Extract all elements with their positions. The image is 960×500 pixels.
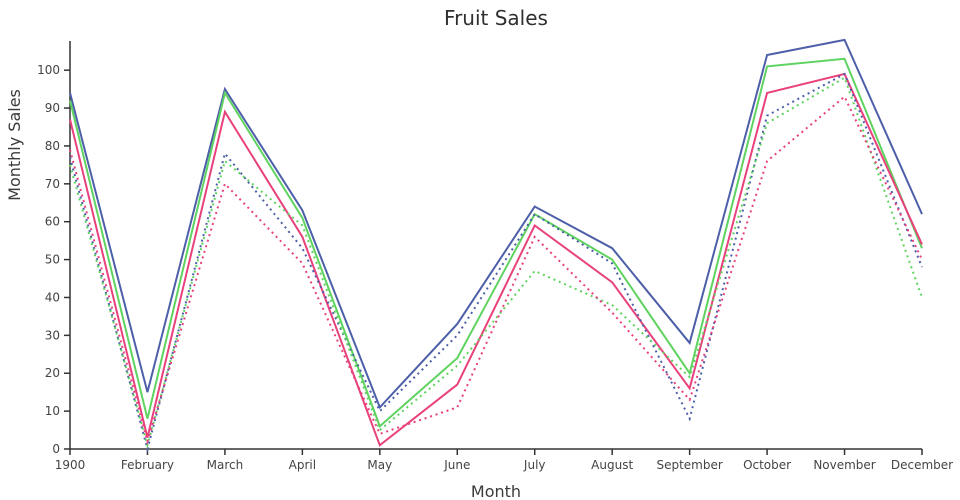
y-tick-label: 0 — [52, 442, 60, 456]
y-tick-label: 80 — [45, 139, 60, 153]
y-tick-label: 90 — [45, 101, 60, 115]
x-tick-label: November — [813, 458, 875, 472]
series-line-green-dotted — [69, 76, 923, 449]
x-tick-label: August — [591, 458, 633, 472]
y-tick-label: 50 — [45, 253, 60, 267]
y-tick-label: 10 — [45, 404, 60, 418]
series-line-green-solid — [69, 57, 923, 428]
series-line-pink-solid — [69, 72, 923, 447]
x-tick-label: September — [656, 458, 722, 472]
series-line-blue-dotted — [69, 72, 923, 453]
y-tick-label: 70 — [45, 177, 60, 191]
axis-lines — [69, 41, 922, 450]
y-tick-label: 60 — [45, 215, 60, 229]
y-tick-label: 30 — [45, 328, 60, 342]
x-tick-label: July — [523, 458, 546, 472]
y-tick-label: 100 — [37, 63, 60, 77]
chart-title: Fruit Sales — [444, 6, 548, 30]
x-tick-label: June — [443, 458, 470, 472]
x-tick-label: December — [891, 458, 953, 472]
x-tick-label: October — [743, 458, 791, 472]
series-line-pink-dotted — [69, 95, 923, 446]
y-tick-label: 40 — [45, 290, 60, 304]
x-tick-label: 1900 — [55, 458, 86, 472]
x-tick-label: February — [121, 458, 174, 472]
series-line-blue-solid — [69, 38, 923, 410]
x-tick-label: March — [207, 458, 244, 472]
x-tick-label: April — [289, 458, 316, 472]
y-tick-label: 20 — [45, 366, 60, 380]
plot-area: 0 10 20 30 40 50 60 70 80 90 100 1900 February March A… — [37, 38, 953, 472]
x-tick-label: May — [367, 458, 392, 472]
x-axis-title: Month — [471, 482, 521, 500]
y-axis-title: Monthly Sales — [5, 89, 24, 201]
